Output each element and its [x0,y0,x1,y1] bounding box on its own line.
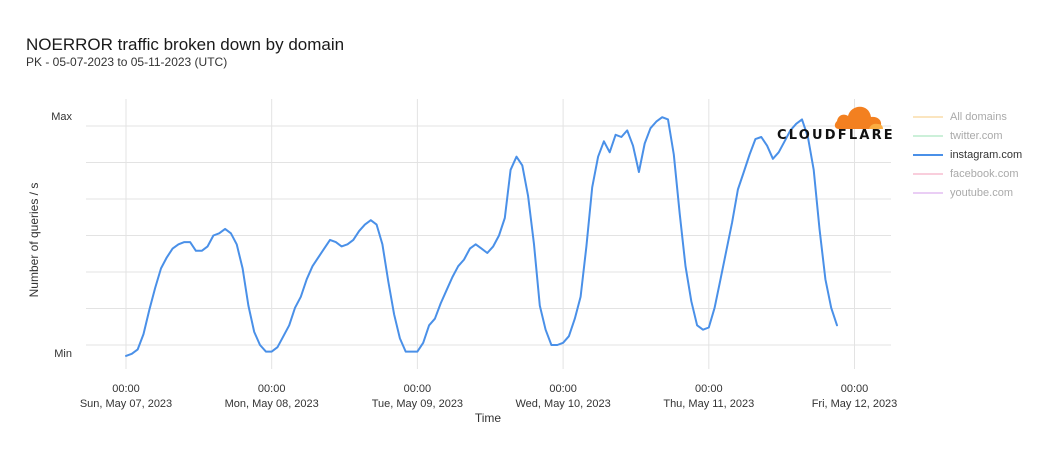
x-tick-date: Thu, May 11, 2023 [663,398,754,410]
x-tick-time: 00:00 [258,383,286,395]
legend-swatch [913,115,943,118]
legend-item-all-domains[interactable]: All domains [913,107,1022,126]
x-axis-label: Time [475,411,502,425]
x-tick-time: 00:00 [112,383,140,395]
y-tick-max: Max [51,111,72,123]
legend-swatch [913,134,943,137]
legend-swatch [913,172,943,175]
x-tick-date: Sun, May 07, 2023 [80,398,172,410]
legend-label: twitter.com [950,129,1003,142]
logo-text: CLOUDFLARE [777,128,895,143]
legend-label: instagram.com [950,148,1023,161]
legend-label: youtube.com [950,186,1013,199]
cloudflare-logo: CLOUDFLARE [777,101,893,143]
series-line-instagram-com [125,116,838,357]
legend-item-youtube[interactable]: youtube.com [913,183,1022,202]
legend-label: facebook.com [950,167,1019,180]
x-tick-time: 00:00 [695,383,723,395]
x-tick-date: Tue, May 09, 2023 [372,398,463,410]
chart-title: NOERROR traffic broken down by domain [26,35,345,54]
x-tick-time: 00:00 [841,383,869,395]
chart-subtitle: PK - 05-07-2023 to 05-11-2023 (UTC) [26,55,228,69]
legend-item-twitter[interactable]: twitter.com [913,126,1022,145]
x-tick-time: 00:00 [404,383,432,395]
y-axis-label: Number of queries / s [27,183,41,298]
x-tick-time: 00:00 [549,383,577,395]
legend-swatch [913,153,943,156]
x-tick-date: Wed, May 10, 2023 [516,398,611,410]
cloud-icon [834,106,883,129]
x-tick-date: Mon, May 08, 2023 [225,398,319,410]
legend-swatch [913,191,943,194]
legend: All domains twitter.com instagram.com fa… [913,107,1022,202]
legend-item-instagram[interactable]: instagram.com [913,145,1022,164]
legend-item-facebook[interactable]: facebook.com [913,164,1022,183]
x-tick-date: Fri, May 12, 2023 [812,398,898,410]
y-tick-min: Min [54,348,72,360]
legend-label: All domains [950,110,1007,123]
